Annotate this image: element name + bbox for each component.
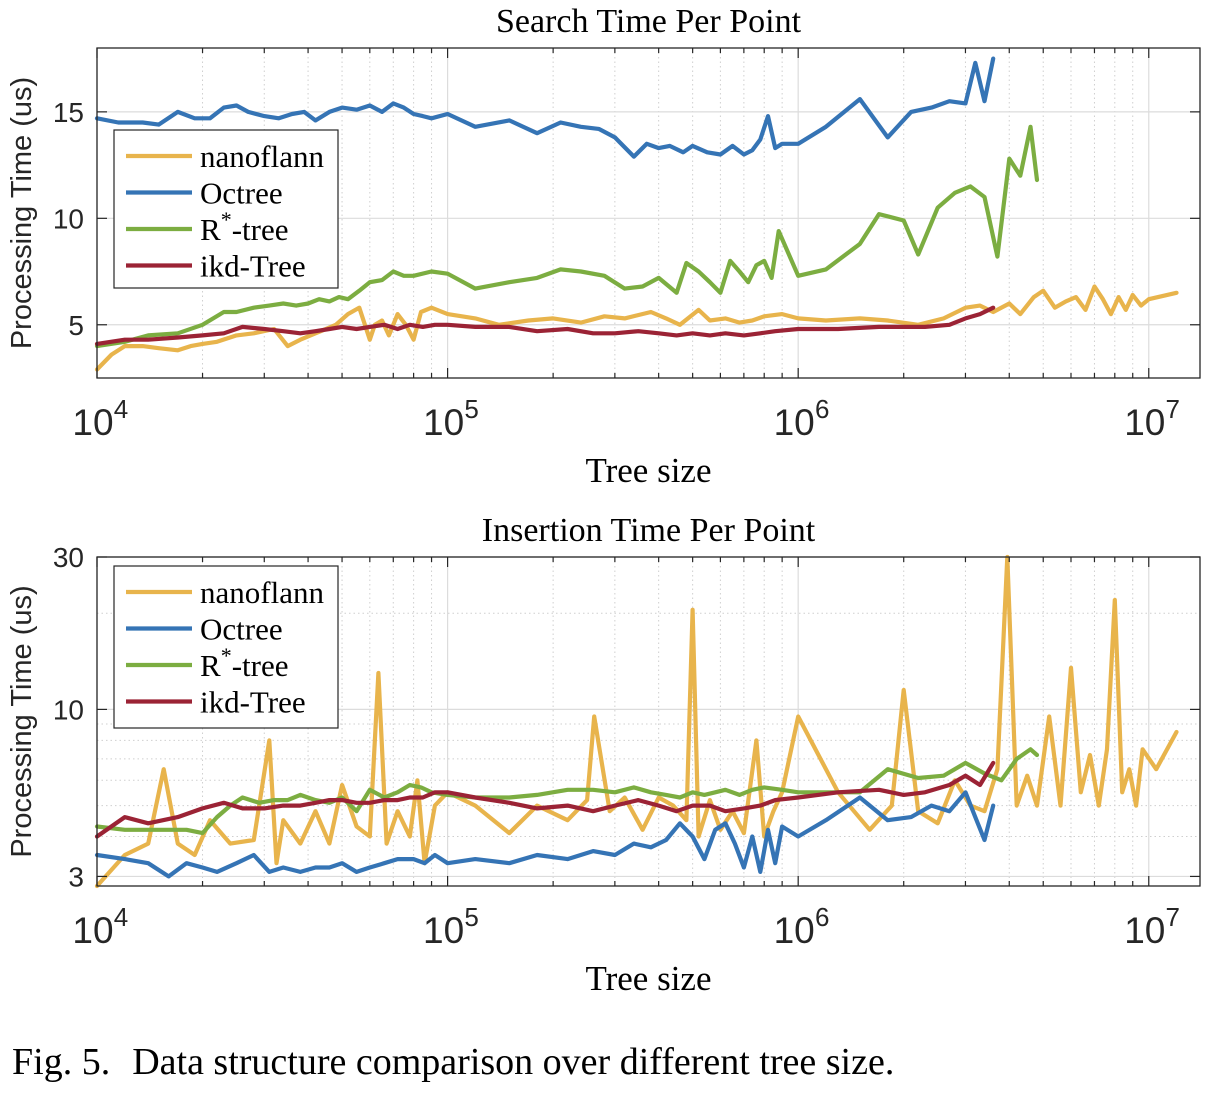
axes-frame bbox=[96, 47, 1201, 379]
y-tick-label: 10 bbox=[53, 203, 84, 234]
series-line-octree bbox=[94, 790, 996, 879]
chart-title: Insertion Time Per Point bbox=[482, 512, 816, 549]
legend-entry-superscript: * bbox=[221, 207, 232, 232]
y-ticks: 3 10 30 bbox=[53, 542, 1200, 892]
chart-title: Search Time Per Point bbox=[496, 3, 802, 40]
legend-entry-label: nanoflann bbox=[200, 575, 324, 610]
x-tick-label-exponent: 7 bbox=[1166, 902, 1180, 932]
x-axis-label: Tree size bbox=[585, 959, 711, 998]
x-tick-label: 10 bbox=[774, 402, 815, 443]
legend-entry-text: nanoflann bbox=[200, 139, 324, 174]
caption-text: Data structure comparison over different… bbox=[132, 1041, 895, 1083]
legend-entry-superscript: * bbox=[221, 643, 232, 668]
x-tick-label-exponent: 4 bbox=[114, 394, 128, 424]
legend-entry-text: R bbox=[200, 648, 221, 683]
x-tick-label-exponent: 7 bbox=[1166, 394, 1180, 424]
x-tick-label-exponent: 5 bbox=[464, 394, 478, 424]
x-tick-label: 10 bbox=[72, 910, 113, 951]
x-axis-label: Tree size bbox=[585, 451, 711, 490]
legend-entry-text: Octree bbox=[200, 612, 283, 647]
x-tick-label: 10 bbox=[774, 910, 815, 951]
y-tick-label: 3 bbox=[68, 861, 84, 892]
caption-label: Fig. 5. bbox=[12, 1041, 111, 1083]
series-line-rstar-tree bbox=[94, 747, 1040, 836]
series-line-nanoflann bbox=[94, 554, 1179, 889]
y-ticks: 5 10 15 bbox=[53, 97, 1200, 341]
axes-frame bbox=[96, 556, 1201, 887]
legend-entry-label: ikd-Tree bbox=[200, 249, 306, 284]
legend-entry-label: Octree bbox=[200, 612, 283, 647]
legend-entry-tail: -tree bbox=[232, 648, 289, 683]
series-line-octree bbox=[94, 56, 996, 159]
y-tick-label: 10 bbox=[53, 694, 84, 725]
legend-entry-text: nanoflann bbox=[200, 575, 324, 610]
legend-entry-label: Octree bbox=[200, 176, 283, 211]
y-tick-label: 15 bbox=[53, 97, 84, 128]
legend-entry-text: ikd-Tree bbox=[200, 249, 306, 284]
y-tick-label: 5 bbox=[68, 310, 84, 341]
y-axis-label: Processing Time (us) bbox=[6, 77, 38, 349]
x-ticks: 10 4 10 5 10 6 10 7 bbox=[72, 557, 1180, 951]
y-tick-label: 30 bbox=[53, 542, 84, 573]
x-tick-label: 10 bbox=[423, 402, 464, 443]
legend-entry-label: ikd-Tree bbox=[200, 685, 306, 720]
series-lines bbox=[94, 56, 1179, 372]
legend-entry-label: nanoflann bbox=[200, 139, 324, 174]
x-tick-label: 10 bbox=[1124, 402, 1165, 443]
x-tick-label-exponent: 4 bbox=[114, 902, 128, 932]
legend-entry-text: R bbox=[200, 212, 221, 247]
x-tick-label: 10 bbox=[72, 402, 113, 443]
legend-entry-label: R*-tree bbox=[200, 643, 288, 683]
x-tick-label: 10 bbox=[1124, 910, 1165, 951]
legend-entry-label: R*-tree bbox=[200, 207, 288, 247]
series-lines bbox=[94, 554, 1179, 889]
series-line-rstar-tree bbox=[94, 124, 1040, 349]
y-axis-label: Processing Time (us) bbox=[6, 585, 38, 857]
x-tick-label-exponent: 6 bbox=[815, 394, 829, 424]
series-line-nanoflann bbox=[94, 284, 1179, 372]
series-line-ikd-tree bbox=[94, 305, 996, 346]
x-ticks: 10 4 10 5 10 6 10 7 bbox=[72, 48, 1180, 443]
x-tick-label-exponent: 5 bbox=[464, 902, 478, 932]
legend-entry-text: Octree bbox=[200, 176, 283, 211]
x-tick-label: 10 bbox=[423, 910, 464, 951]
legend-entry-tail: -tree bbox=[232, 212, 289, 247]
x-tick-label-exponent: 6 bbox=[815, 902, 829, 932]
legend-entry-text: ikd-Tree bbox=[200, 685, 306, 720]
figure-caption: Fig. 5. Data structure comparison over di… bbox=[12, 1040, 894, 1084]
series-line-ikd-tree bbox=[94, 760, 996, 839]
